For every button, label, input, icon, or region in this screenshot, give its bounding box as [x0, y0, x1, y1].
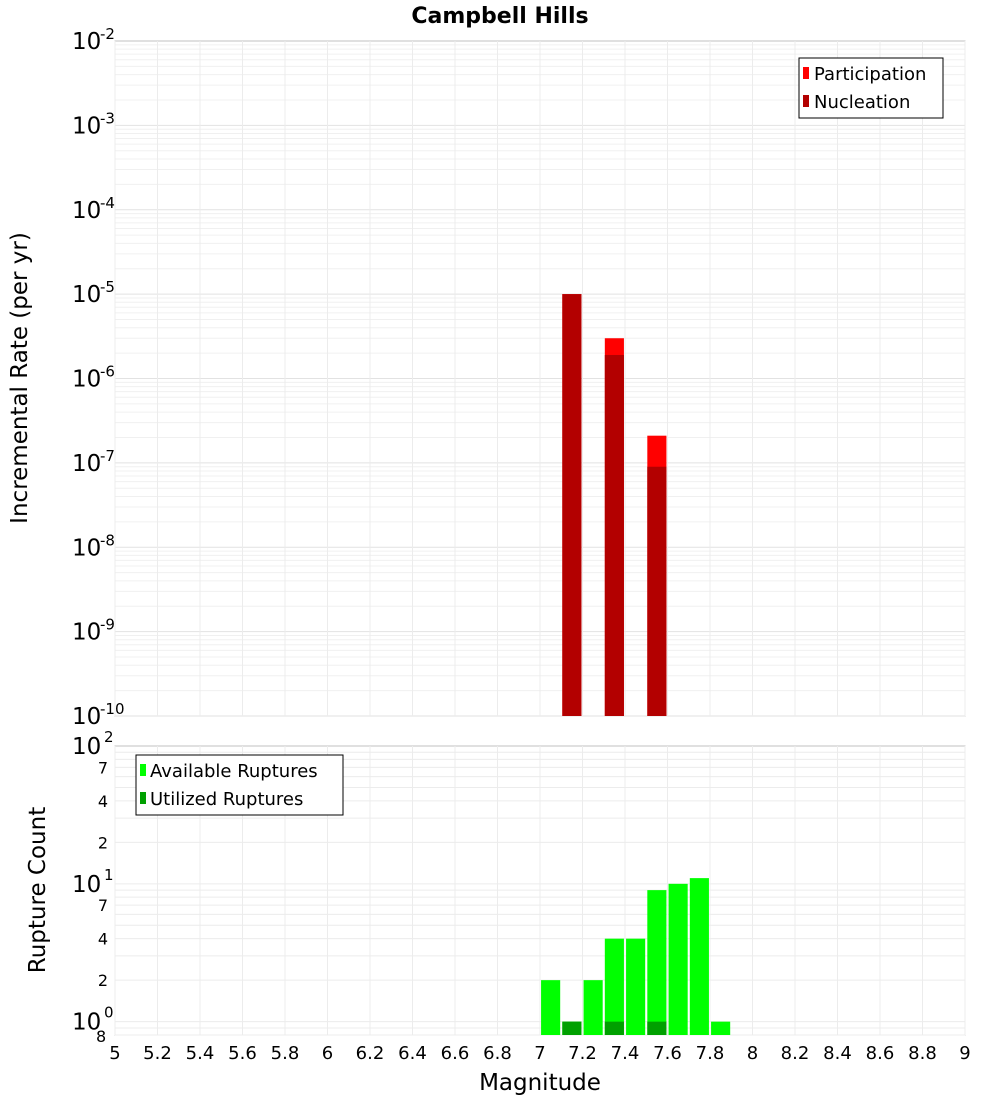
top-grid	[114, 41, 966, 717]
top-y-tick-label: 10	[72, 620, 101, 646]
bottom-y-tick-label: 10	[72, 1010, 101, 1036]
bottom-y-tick-exponent: 2	[104, 728, 114, 746]
top-y-tick-exponent: -3	[100, 109, 115, 127]
top-y-tick-exponent: -7	[100, 447, 115, 465]
x-tick-label: 5.2	[143, 1043, 172, 1064]
x-axis-ticks: 5 5.2 5.4 5.6 5.8 6 6.2 6.4 6.6 6.8 7 7.2 7.4 7.6 7.8 8…	[109, 1043, 970, 1064]
x-tick-label: 6.6	[441, 1043, 470, 1064]
top-y-tick-label: 10	[72, 451, 101, 477]
bar-available-ruptures	[689, 878, 709, 1035]
bottom-y-tick-exponent: 0	[104, 1004, 114, 1022]
bottom-y-minor-tick-label: 7	[98, 758, 108, 777]
bar-available-ruptures	[668, 883, 688, 1035]
bottom-legend-box	[135, 754, 344, 816]
bottom-y-min-tick-label: 8	[96, 1027, 106, 1046]
bottom-bars	[541, 878, 731, 1035]
top-legend-box	[798, 57, 944, 119]
legend-label-utilized: Utilized Ruptures	[150, 789, 303, 810]
bar-available-ruptures	[626, 938, 646, 1035]
top-y-tick-exponent: -6	[100, 363, 115, 381]
top-y-tick-label: 10	[72, 704, 101, 730]
top-y-tick-label: 10	[72, 29, 101, 55]
legend-swatch-utilized	[140, 792, 146, 804]
top-y-tick-exponent: -10	[100, 700, 125, 718]
x-tick-label: 7.8	[696, 1043, 725, 1064]
x-tick-label: 6.4	[398, 1043, 427, 1064]
top-y-tick-exponent: -5	[100, 278, 115, 296]
top-y-tick-label: 10	[72, 282, 101, 308]
bottom-y-minor-tick-label: 2	[98, 971, 108, 990]
bottom-legend: Available Ruptures Utilized Ruptures	[135, 754, 344, 816]
x-tick-label: 7	[534, 1043, 545, 1064]
bottom-y-minor-tick-label: 2	[98, 833, 108, 852]
x-tick-label: 5	[109, 1043, 120, 1064]
top-y-tick-exponent: -2	[100, 25, 115, 43]
bar-available-ruptures	[647, 890, 667, 1035]
x-tick-label: 7.2	[568, 1043, 597, 1064]
legend-swatch-available	[140, 764, 146, 776]
bottom-y-minor-tick-label: 4	[98, 792, 108, 811]
x-tick-label: 7.6	[653, 1043, 682, 1064]
bar-available-ruptures	[604, 938, 624, 1035]
x-axis-label: Magnitude	[479, 1070, 601, 1096]
x-tick-label: 5.4	[186, 1043, 215, 1064]
x-tick-label: 6	[322, 1043, 333, 1064]
top-legend: Participation Nucleation	[798, 57, 944, 119]
top-y-tick-label: 10	[72, 367, 101, 393]
bar-available-ruptures	[711, 1021, 731, 1035]
x-tick-label: 8	[747, 1043, 758, 1064]
legend-swatch-nucleation	[803, 95, 809, 107]
x-tick-label: 8.2	[781, 1043, 810, 1064]
x-tick-label: 8.4	[823, 1043, 852, 1064]
bottom-y-tick-exponent: 1	[104, 866, 114, 884]
bar-utilized-ruptures	[562, 1021, 582, 1035]
bar-available-ruptures	[541, 980, 561, 1035]
x-tick-label: 6.8	[483, 1043, 512, 1064]
x-tick-label: 7.4	[611, 1043, 640, 1064]
x-tick-label: 9	[959, 1043, 970, 1064]
legend-label-participation: Participation	[814, 64, 926, 85]
top-y-tick-label: 10	[72, 198, 101, 224]
x-tick-label: 6.2	[356, 1043, 385, 1064]
top-y-axis-label: Incremental Rate (per yr)	[7, 232, 33, 524]
chart-title: Campbell Hills	[411, 4, 588, 29]
bar-utilized-ruptures	[604, 1021, 624, 1035]
top-bars	[562, 294, 667, 716]
top-y-tick-exponent: -8	[100, 531, 115, 549]
top-y-tick-exponent: -4	[100, 194, 115, 212]
bottom-y-minor-tick-label: 4	[98, 930, 108, 949]
bottom-grid	[114, 746, 966, 1036]
bar-available-ruptures	[583, 980, 603, 1035]
bottom-y-tick-label: 10	[72, 872, 101, 898]
bottom-y-minor-tick-label: 7	[98, 896, 108, 915]
x-tick-label: 8.8	[908, 1043, 937, 1064]
bar-nucleation	[562, 294, 582, 716]
bar-nucleation	[647, 466, 667, 716]
bar-nucleation	[604, 354, 624, 716]
x-tick-label: 5.6	[228, 1043, 257, 1064]
bottom-y-axis-label: Rupture Count	[25, 807, 51, 973]
x-tick-label: 5.8	[271, 1043, 300, 1064]
bottom-y-tick-label: 10	[72, 734, 101, 760]
legend-label-nucleation: Nucleation	[814, 92, 910, 113]
x-tick-label: 8.6	[866, 1043, 895, 1064]
top-y-tick-label: 10	[72, 113, 101, 139]
top-y-tick-exponent: -9	[100, 616, 115, 634]
legend-swatch-participation	[803, 67, 809, 79]
legend-label-available: Available Ruptures	[150, 761, 318, 782]
bar-utilized-ruptures	[647, 1021, 667, 1035]
top-y-tick-label: 10	[72, 535, 101, 561]
